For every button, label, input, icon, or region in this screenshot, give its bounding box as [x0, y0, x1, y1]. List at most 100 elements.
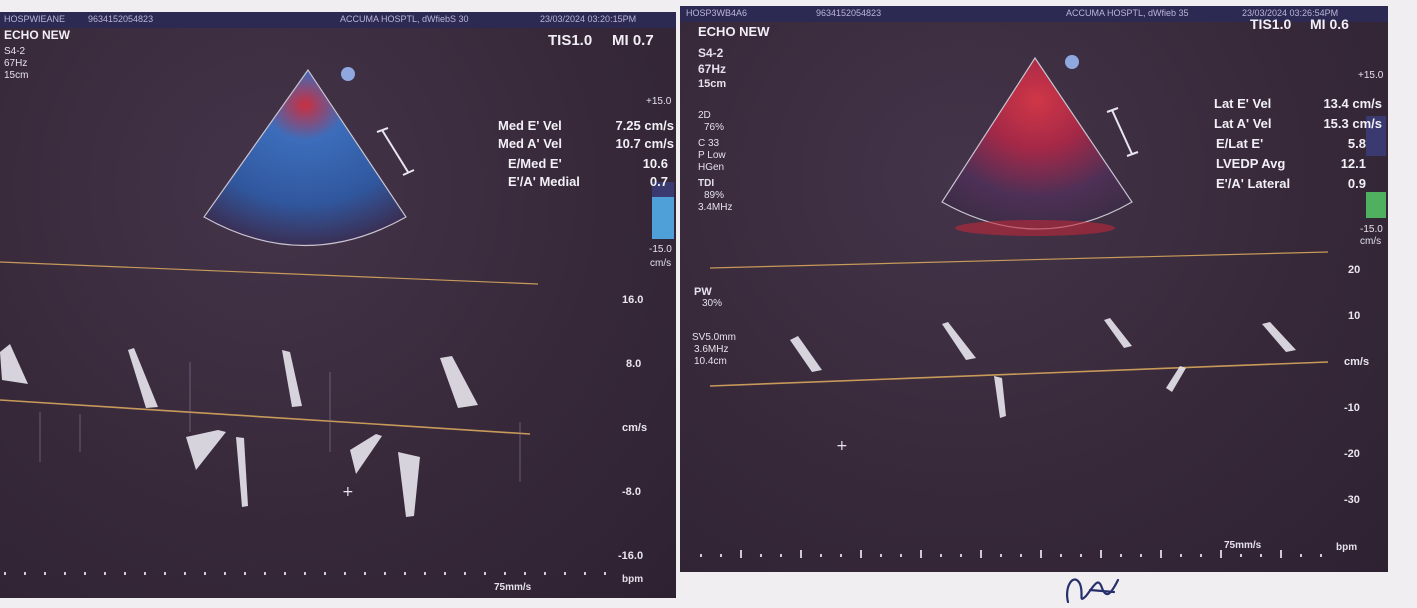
frame-rate-label: 67Hz — [698, 62, 727, 76]
timing-tick — [700, 554, 702, 557]
timing-tick — [1020, 554, 1022, 557]
measurement-label-0: Med E' Vel — [498, 118, 562, 133]
echo-panel-left: HOSPWIEANE 9634152054823 ACCUMA HOSPTL, … — [0, 12, 676, 598]
setting-4: HGen — [698, 162, 725, 173]
timing-tick — [860, 550, 862, 558]
timing-tick — [1320, 554, 1322, 557]
pw-setting-3: 3.6MHz — [694, 344, 729, 355]
setting-5: TDI — [698, 178, 715, 189]
timing-tick — [800, 550, 802, 558]
timing-tick — [4, 572, 6, 575]
sweep-speed-label: 75mm/s — [1224, 540, 1262, 551]
measurement-value-2: 5.8 — [1347, 136, 1366, 151]
timing-tick — [1060, 554, 1062, 557]
sample-volume-marker — [1106, 107, 1139, 157]
setting-0: 2D — [698, 110, 711, 121]
timing-tick — [184, 572, 186, 575]
pw-setting-4: 10.4cm — [694, 356, 727, 367]
measurement-label-3: E'/A' Medial — [508, 174, 580, 189]
timing-tick — [940, 554, 942, 557]
timing-tick — [264, 572, 266, 575]
measurement-value-3: 0.7 — [649, 174, 668, 189]
timing-marks — [700, 550, 1322, 558]
doppler-axis-label-3: -10 — [1344, 402, 1360, 414]
timing-tick — [840, 554, 842, 557]
doppler-axis-label-0: 16.0 — [622, 294, 644, 306]
timing-tick — [1000, 554, 1002, 557]
timing-tick — [144, 572, 146, 575]
timing-tick — [1100, 550, 1102, 558]
timing-tick — [44, 572, 46, 575]
header-patient: 9634152054823 — [88, 14, 154, 24]
timing-tick — [224, 572, 226, 575]
timing-tick — [524, 572, 526, 575]
timing-tick — [1240, 554, 1242, 557]
timing-tick — [604, 572, 606, 575]
measurement-value-3: 12.1 — [1340, 156, 1366, 171]
probe-orientation-dot — [1065, 55, 1079, 69]
header-id: HOSP3WB4A6 — [686, 8, 748, 18]
svg-text:+: + — [342, 484, 354, 500]
timing-tick — [124, 572, 126, 575]
echo-panel-right: HOSP3WB4A6 9634152054823 ACCUMA HOSPTL, … — [680, 6, 1388, 572]
scale-bottom-label: -15.0 — [649, 244, 672, 255]
probe-label: S4-2 — [4, 46, 26, 57]
doppler-waveforms — [790, 318, 1296, 418]
header-bar: HOSPWIEANE 9634152054823 ACCUMA HOSPTL, … — [0, 12, 676, 28]
doppler-axis-label-3: -8.0 — [622, 486, 641, 498]
timing-tick — [424, 572, 426, 575]
doppler-axis-label-4: -16.0 — [618, 550, 644, 562]
measurement-label-3: LVEDP Avg — [1216, 156, 1286, 171]
timing-tick — [304, 572, 306, 575]
doppler-axis-label-1: 8.0 — [626, 358, 642, 370]
timing-tick — [1160, 550, 1162, 558]
timing-tick — [504, 572, 506, 575]
header-bar: HOSP3WB4A6 9634152054823 ACCUMA HOSPTL, … — [680, 6, 1388, 22]
frame-rate-label: 67Hz — [4, 58, 28, 69]
tis-label: TIS1.0 — [548, 32, 593, 49]
scale-top-label: +15.0 — [1358, 70, 1384, 81]
bpm-label: bpm — [1336, 542, 1358, 553]
mi-label: MI 0.7 — [612, 32, 654, 49]
timing-tick — [740, 550, 742, 558]
timing-tick — [980, 550, 982, 558]
timing-tick — [1260, 554, 1262, 557]
timing-tick — [760, 554, 762, 557]
timing-tick — [920, 550, 922, 558]
scale-unit-label: cm/s — [650, 258, 672, 269]
measurement-value-4: 0.9 — [1347, 176, 1366, 191]
timing-tick — [164, 572, 166, 575]
left-image-layer: + — [0, 67, 674, 575]
measurement-label-1: Lat A' Vel — [1214, 116, 1272, 131]
header-datetime: 23/03/2024 03:20:15PM — [540, 14, 637, 24]
bpm-label: bpm — [622, 574, 644, 585]
timing-tick — [64, 572, 66, 575]
mi-label: MI 0.6 — [1310, 16, 1349, 32]
measurement-label-1: Med A' Vel — [498, 136, 563, 151]
timing-tick — [244, 572, 246, 575]
timing-tick — [900, 554, 902, 557]
setting-6: 89% — [704, 190, 725, 201]
svg-text:+: + — [836, 438, 848, 454]
timing-tick — [1040, 550, 1042, 558]
measurement-label-2: E/Lat E' — [1216, 136, 1264, 151]
color-scale-bar — [652, 197, 674, 239]
ecg-baseline — [709, 251, 1329, 269]
setting-1: 76% — [704, 122, 725, 133]
timing-tick — [720, 554, 722, 557]
sweep-speed-label: 75mm/s — [494, 582, 532, 593]
doppler-axis-label-1: 10 — [1348, 310, 1361, 322]
probe-label: S4-2 — [698, 46, 724, 60]
doppler-baseline — [0, 399, 531, 435]
timing-tick — [1200, 554, 1202, 557]
ecg-baseline — [0, 261, 539, 285]
color-doppler-sector — [203, 68, 407, 246]
timing-tick — [204, 572, 206, 575]
measurement-value-1: 10.7 cm/s — [615, 136, 674, 151]
setting-2: C 33 — [698, 138, 720, 149]
timing-tick — [820, 554, 822, 557]
measurement-label-0: Lat E' Vel — [1214, 96, 1272, 111]
timing-tick — [1140, 554, 1142, 557]
scale-bottom-label: -15.0 — [1360, 224, 1383, 235]
timing-tick — [1280, 550, 1282, 558]
